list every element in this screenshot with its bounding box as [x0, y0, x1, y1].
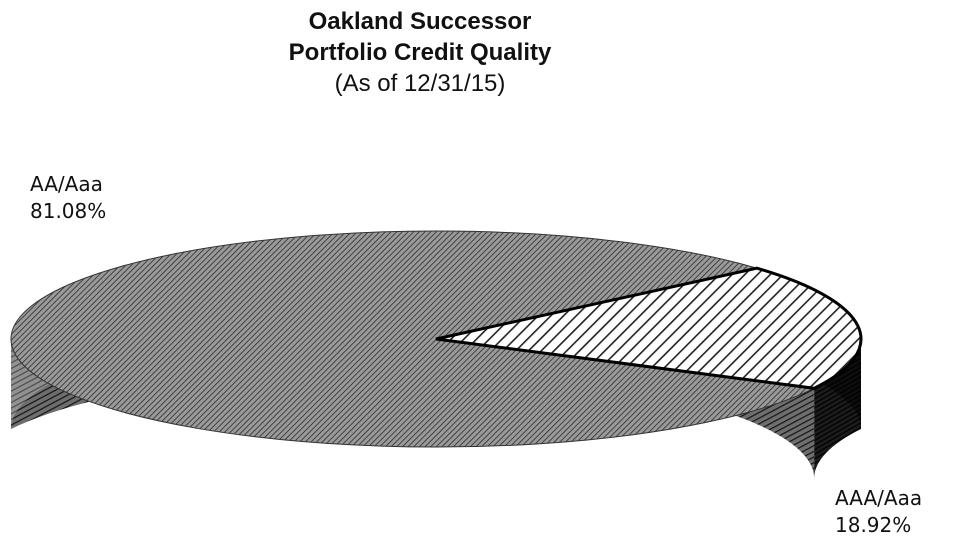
slice-label-aaa-aaa: AAA/Aaa 18.92%: [835, 485, 922, 539]
pie-slice-aa-aaa: [10, 230, 816, 448]
chart-title: Oakland Successor: [308, 8, 532, 35]
slice-label-aa-aaa-value: 81.08%: [30, 199, 107, 223]
slice-label-aa-aaa: AA/Aaa 81.08%: [30, 171, 106, 225]
chart-date-note: (As of 12/31/15): [334, 70, 506, 97]
slice-label-aaa-aaa-name: AAA/Aaa: [835, 486, 923, 510]
slice-label-aa-aaa-name: AA/Aaa: [30, 172, 103, 196]
pie-slice-aaa-aaa: [435, 266, 863, 390]
slice-label-aaa-aaa-value: 18.92%: [835, 513, 912, 537]
pie-slices-group: [10, 230, 863, 479]
chart-subtitle: Portfolio Credit Quality: [288, 39, 552, 66]
chart-title-block: Oakland Successor Portfolio Credit Quali…: [0, 6, 840, 99]
